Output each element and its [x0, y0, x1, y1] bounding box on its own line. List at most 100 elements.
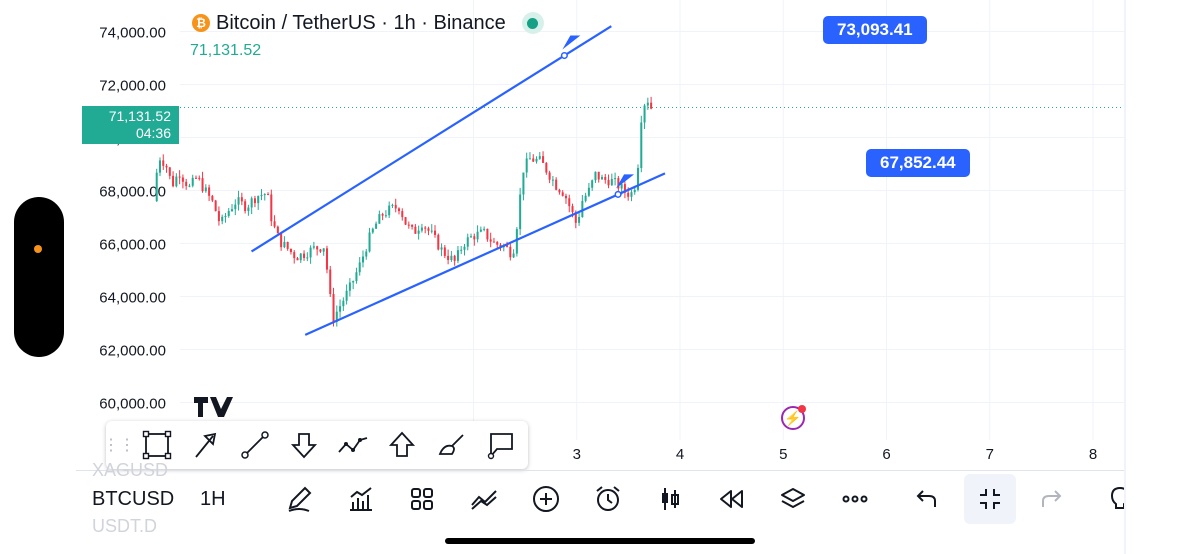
add-icon[interactable]	[528, 483, 564, 515]
candle-body	[371, 228, 374, 233]
bitcoin-icon: ₿	[192, 14, 210, 32]
candle-body	[636, 167, 640, 190]
header-price: 71,131.52	[190, 42, 262, 59]
candle-body	[283, 241, 286, 248]
candle-body	[381, 214, 384, 216]
undo-icon[interactable]	[909, 483, 945, 515]
trendline-lower-label[interactable]: 67,852.44	[866, 149, 970, 177]
candle-body	[198, 177, 201, 179]
candle-body	[270, 194, 273, 222]
lightning-alert-icon[interactable]: ⚡	[781, 405, 806, 430]
candle-body	[499, 244, 502, 248]
candle-body	[397, 208, 401, 212]
drawing-toolbar: ⋮⋮	[103, 421, 528, 469]
symbol-list-next[interactable]: USDT.D	[92, 516, 158, 536]
candle-body	[515, 229, 518, 254]
candle-body	[627, 192, 630, 197]
candle-body	[191, 177, 194, 186]
candle-body	[587, 187, 590, 196]
candle-body	[479, 229, 482, 232]
x-tick-label: 8	[1089, 446, 1097, 463]
candle-body	[273, 221, 276, 227]
symbol-header[interactable]: ₿ Bitcoin / TetherUS · 1h · Binance	[192, 9, 544, 37]
candle-body	[384, 215, 387, 217]
brush-tool-icon[interactable]	[426, 421, 475, 469]
candle-body	[175, 176, 178, 187]
more-icon[interactable]	[837, 483, 873, 515]
candle-body	[522, 172, 525, 195]
candle-body	[352, 281, 355, 283]
replay-icon[interactable]	[713, 483, 749, 515]
candle-body	[492, 241, 495, 243]
indicators-icon[interactable]	[343, 483, 379, 515]
candle-body	[427, 228, 430, 231]
candle-body	[224, 215, 227, 217]
interval-selector[interactable]: 1H	[200, 488, 226, 510]
trendline-upper-label[interactable]: 73,093.41	[823, 16, 927, 44]
alert-icon[interactable]	[590, 483, 626, 515]
candle-body	[309, 247, 312, 258]
arrow-tool-icon[interactable]	[181, 421, 230, 469]
pencil-icon[interactable]	[281, 483, 317, 515]
market-status-dot-icon	[521, 12, 544, 34]
ideas-icon[interactable]	[1106, 483, 1124, 515]
candle-body	[394, 204, 397, 209]
rectangle-tool-icon[interactable]	[132, 421, 181, 469]
symbol-title: Bitcoin / TetherUS · 1h · Binance	[216, 11, 506, 34]
candle-body	[303, 253, 306, 258]
candle-body	[231, 209, 234, 212]
trendline-label-pointer	[616, 174, 635, 189]
path-tool-icon[interactable]	[328, 421, 377, 469]
candle-body	[463, 246, 466, 250]
candle-body	[646, 102, 649, 106]
bottom-toolbar	[76, 470, 1124, 528]
redo-icon[interactable]	[1033, 483, 1069, 515]
compare-icon[interactable]	[466, 483, 502, 515]
candle-body	[155, 172, 158, 202]
candle-body	[286, 241, 289, 249]
candle-body	[211, 195, 214, 201]
symbol-selector[interactable]: BTCUSD	[92, 488, 175, 510]
layers-icon[interactable]	[775, 483, 811, 515]
candle-body	[584, 195, 587, 201]
x-axis: 2345678	[469, 446, 1097, 463]
collapse-icon[interactable]	[964, 474, 1016, 524]
candle-body	[250, 198, 253, 208]
layouts-icon[interactable]	[404, 483, 440, 515]
callout-tool-icon[interactable]	[475, 421, 524, 469]
candle-body	[375, 223, 378, 229]
candle-body	[214, 200, 217, 212]
candle-body	[512, 253, 515, 258]
y-tick-label: 64,000.00	[99, 290, 166, 307]
candle-body	[201, 178, 204, 192]
drag-handle-icon[interactable]: ⋮⋮	[103, 437, 135, 454]
trendline-lower	[304, 172, 666, 336]
candle-body	[316, 246, 319, 250]
candle-body	[476, 231, 479, 240]
candles-icon[interactable]	[652, 483, 688, 515]
candle-body	[430, 230, 433, 232]
arrow-down-marker-icon[interactable]	[279, 421, 328, 469]
candle-body	[312, 246, 315, 248]
candle-body	[368, 232, 371, 252]
line-tool-icon[interactable]	[230, 421, 279, 469]
candle-body	[332, 294, 335, 322]
side-handle[interactable]	[14, 197, 64, 357]
candle-body	[538, 156, 541, 159]
candle-body	[440, 247, 443, 250]
candle-body	[650, 102, 653, 109]
candle-body	[204, 187, 207, 192]
candle-body	[407, 224, 410, 226]
candle-body	[234, 204, 237, 210]
candle-body	[617, 178, 620, 189]
candle-body	[240, 197, 243, 202]
arrow-up-marker-icon[interactable]	[377, 421, 426, 469]
candle-body	[561, 192, 564, 196]
candle-body	[630, 192, 633, 197]
candle-body	[299, 253, 302, 261]
symbol-list-previous[interactable]: XAGUSD	[92, 460, 169, 480]
candle-body	[597, 171, 600, 180]
candle-body	[528, 158, 531, 160]
candle-body	[610, 178, 613, 186]
candle-body	[404, 217, 407, 225]
